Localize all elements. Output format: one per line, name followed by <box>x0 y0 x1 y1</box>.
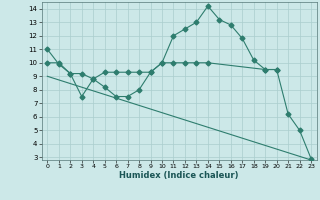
X-axis label: Humidex (Indice chaleur): Humidex (Indice chaleur) <box>119 171 239 180</box>
